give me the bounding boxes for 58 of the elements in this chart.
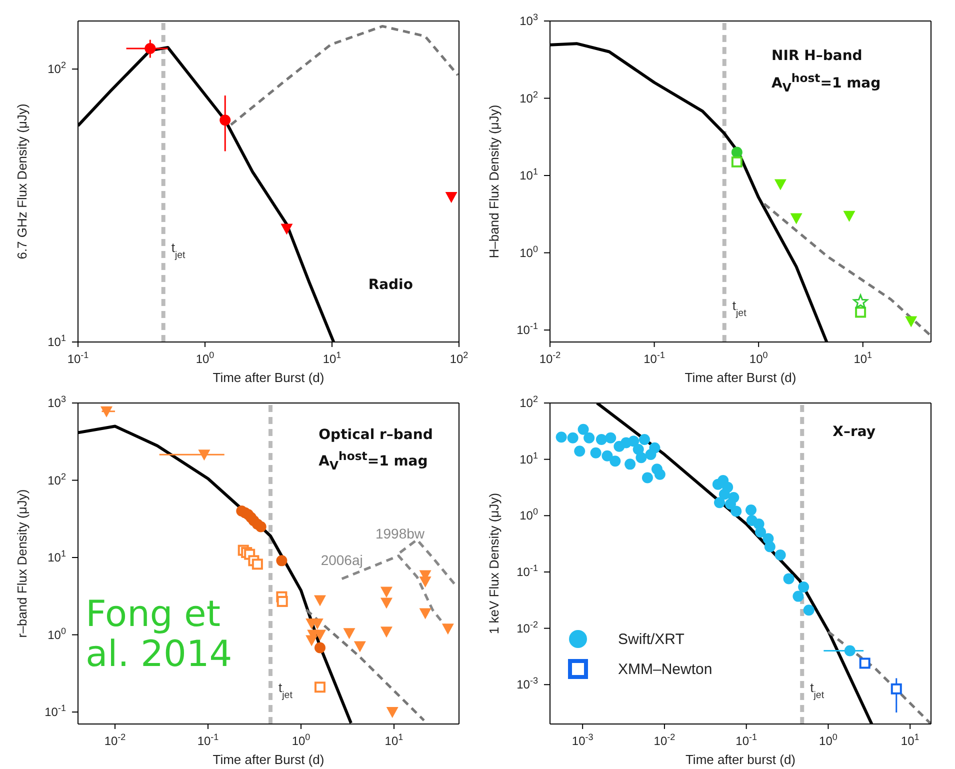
x-tick-label: 10$^{-2}$ — [654, 732, 676, 748]
annotation: Fong et al. 2014 — [86, 594, 234, 675]
x-tick-label: 10$^{-2}$ — [539, 350, 561, 366]
y-tick-label: 10$^{3}$ — [520, 12, 538, 28]
y-tick-label: 10$^{1}$ — [520, 450, 538, 466]
x-tick-label: 10$^{2}$ — [450, 350, 468, 366]
annotation: A$_{V}$$^{host}$=1 mag — [318, 449, 428, 473]
y-tick-label: 10$^{1}$ — [520, 166, 538, 183]
legend-label: Swift/XRT — [618, 630, 684, 648]
series-label: 2006aj — [320, 552, 363, 568]
annotation: NIR H–band — [772, 48, 862, 64]
annotation: Optical r–band — [318, 426, 433, 444]
y-tick-label: 10$^{0}$ — [520, 244, 538, 260]
y-tick-label: 10$^{-2}$ — [516, 619, 538, 636]
y-tick-label: 10$^{-1}$ — [44, 703, 66, 720]
y-tick-label: 10$^{1}$ — [48, 333, 66, 349]
x-tick-label: 10$^{-1}$ — [736, 732, 758, 748]
y-tick-label: 10$^{-1}$ — [516, 321, 538, 338]
legend-label: XMM–Newton — [618, 660, 712, 678]
x-axis-title: Time after Burst (d) — [212, 752, 324, 767]
annotation: X–ray — [832, 424, 876, 440]
y-tick-label: 10$^{2}$ — [520, 89, 538, 106]
y-tick-label: 10$^{2}$ — [520, 394, 538, 410]
ref-line-label: t$_{jet}$ — [732, 298, 747, 318]
series-label: 1998bw — [375, 526, 426, 542]
y-axis-title: 1 keV Flux Density (μJy) — [486, 492, 502, 634]
x-tick-label: 10$^{-1}$ — [197, 732, 219, 748]
x-tick-label: 10$^{-1}$ — [644, 350, 665, 366]
ref-line-label: t$_{jet}$ — [278, 680, 293, 700]
x-tick-label: 10$^{1}$ — [900, 732, 920, 748]
y-tick-label: 10$^{2}$ — [48, 60, 66, 76]
x-tick-label: 10$^{1}$ — [854, 350, 872, 366]
y-tick-label: 10$^{3}$ — [48, 394, 66, 410]
annotation: Radio — [368, 276, 413, 293]
x-tick-label: 10$^{1}$ — [384, 732, 404, 748]
y-axis-title: H–band Flux Density (μJy) — [486, 104, 502, 258]
y-tick-label: 10$^{0}$ — [520, 506, 538, 523]
ref-line-label: t$_{jet}$ — [810, 680, 824, 700]
x-tick-label: 10$^{-3}$ — [572, 732, 594, 748]
x-tick-label: 10$^{0}$ — [749, 350, 768, 366]
y-tick-label: 10$^{1}$ — [48, 548, 66, 565]
ref-line-label: t$_{jet}$ — [171, 240, 186, 261]
x-axis-title: Time after Burst (d) — [212, 370, 324, 385]
x-tick-label: 10$^{0}$ — [292, 732, 310, 748]
y-axis-title: 6.7 GHz Flux Density (μJy) — [14, 104, 30, 260]
y-tick-label: 10$^{2}$ — [48, 471, 66, 488]
y-tick-label: 10$^{0}$ — [48, 626, 66, 642]
annotation: A$_{V}$$^{host}$=1 mag — [772, 70, 881, 94]
x-axis-title: Time after Burst (d) — [684, 370, 796, 385]
x-tick-label: 10$^{0}$ — [819, 732, 838, 748]
x-tick-label: 10$^{0}$ — [196, 350, 214, 366]
y-axis-title: r–band Flux Density (μJy) — [14, 489, 30, 638]
x-tick-label: 10$^{1}$ — [322, 350, 342, 366]
x-axis-title: Time after burst (d) — [685, 752, 796, 767]
x-tick-label: 10$^{-2}$ — [104, 732, 126, 748]
y-tick-label: 10$^{-3}$ — [516, 676, 538, 692]
x-tick-label: 10$^{-1}$ — [67, 350, 89, 366]
y-tick-label: 10$^{-1}$ — [516, 562, 538, 579]
